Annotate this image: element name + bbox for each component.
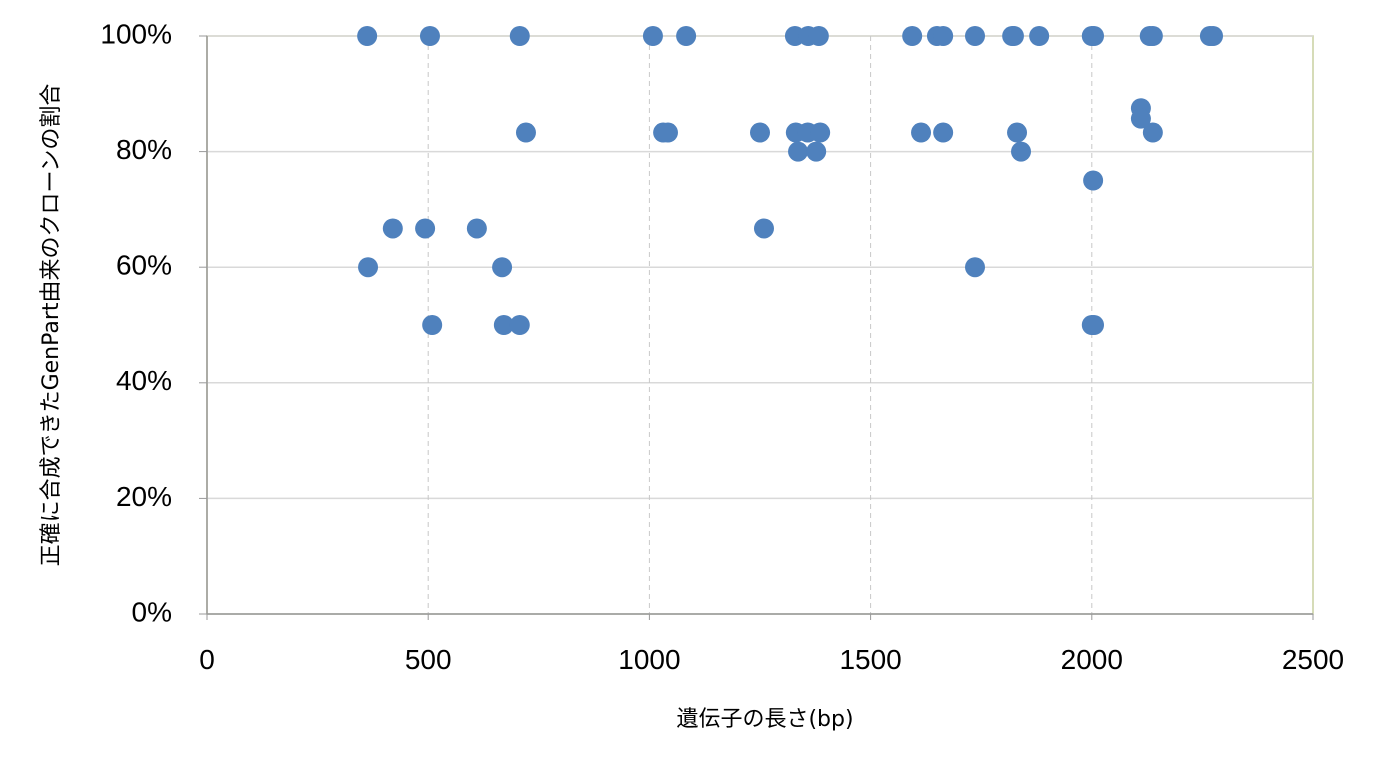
data-point: [358, 257, 379, 278]
data-point: [753, 218, 774, 239]
data-point: [466, 218, 487, 239]
y-tick-label: 20%: [116, 481, 172, 512]
data-point: [642, 26, 663, 46]
data-point: [1003, 26, 1024, 46]
data-point: [492, 257, 513, 278]
x-axis-title: 遺伝子の長さ(bp): [676, 707, 853, 732]
data-point: [419, 26, 440, 46]
y-axis-title: 正確に合成できたGenPart由来のクローンの割合: [39, 84, 64, 567]
data-point: [1142, 122, 1163, 143]
data-point: [1203, 26, 1224, 46]
data-point: [382, 218, 403, 239]
x-tick-label: 0: [199, 644, 215, 675]
data-point: [422, 315, 443, 335]
x-tick-label: 2000: [1061, 644, 1123, 675]
x-tick-label: 500: [405, 644, 452, 675]
data-point: [357, 26, 378, 46]
data-point: [810, 122, 831, 143]
data-point: [933, 26, 954, 46]
data-point: [515, 122, 536, 143]
y-tick-label: 80%: [116, 134, 172, 165]
y-tick-label: 60%: [116, 250, 172, 281]
data-point: [509, 315, 530, 335]
y-tick-label: 0%: [132, 596, 172, 627]
data-point: [415, 218, 436, 239]
data-point: [1029, 26, 1050, 46]
data-point: [965, 26, 986, 46]
data-point: [493, 315, 514, 335]
data-point: [676, 26, 697, 46]
data-point: [509, 26, 530, 46]
data-point: [933, 122, 954, 143]
data-point: [1084, 315, 1105, 335]
data-point: [1084, 26, 1105, 46]
x-tick-label: 1000: [618, 644, 680, 675]
data-point: [965, 257, 986, 278]
x-tick-label: 2500: [1282, 644, 1344, 675]
data-point: [1011, 141, 1032, 162]
data-point: [1007, 122, 1028, 143]
data-point: [806, 141, 827, 162]
y-tick-label: 40%: [116, 365, 172, 396]
data-point: [788, 141, 809, 162]
data-point: [657, 122, 678, 143]
data-point: [1130, 108, 1151, 129]
data-point: [808, 26, 829, 46]
data-point: [911, 122, 932, 143]
y-tick-label: 100%: [100, 18, 172, 49]
data-point: [750, 122, 770, 143]
data-point: [1142, 26, 1163, 46]
data-point: [1083, 170, 1104, 191]
data-point: [902, 26, 923, 46]
x-tick-label: 1500: [839, 644, 901, 675]
